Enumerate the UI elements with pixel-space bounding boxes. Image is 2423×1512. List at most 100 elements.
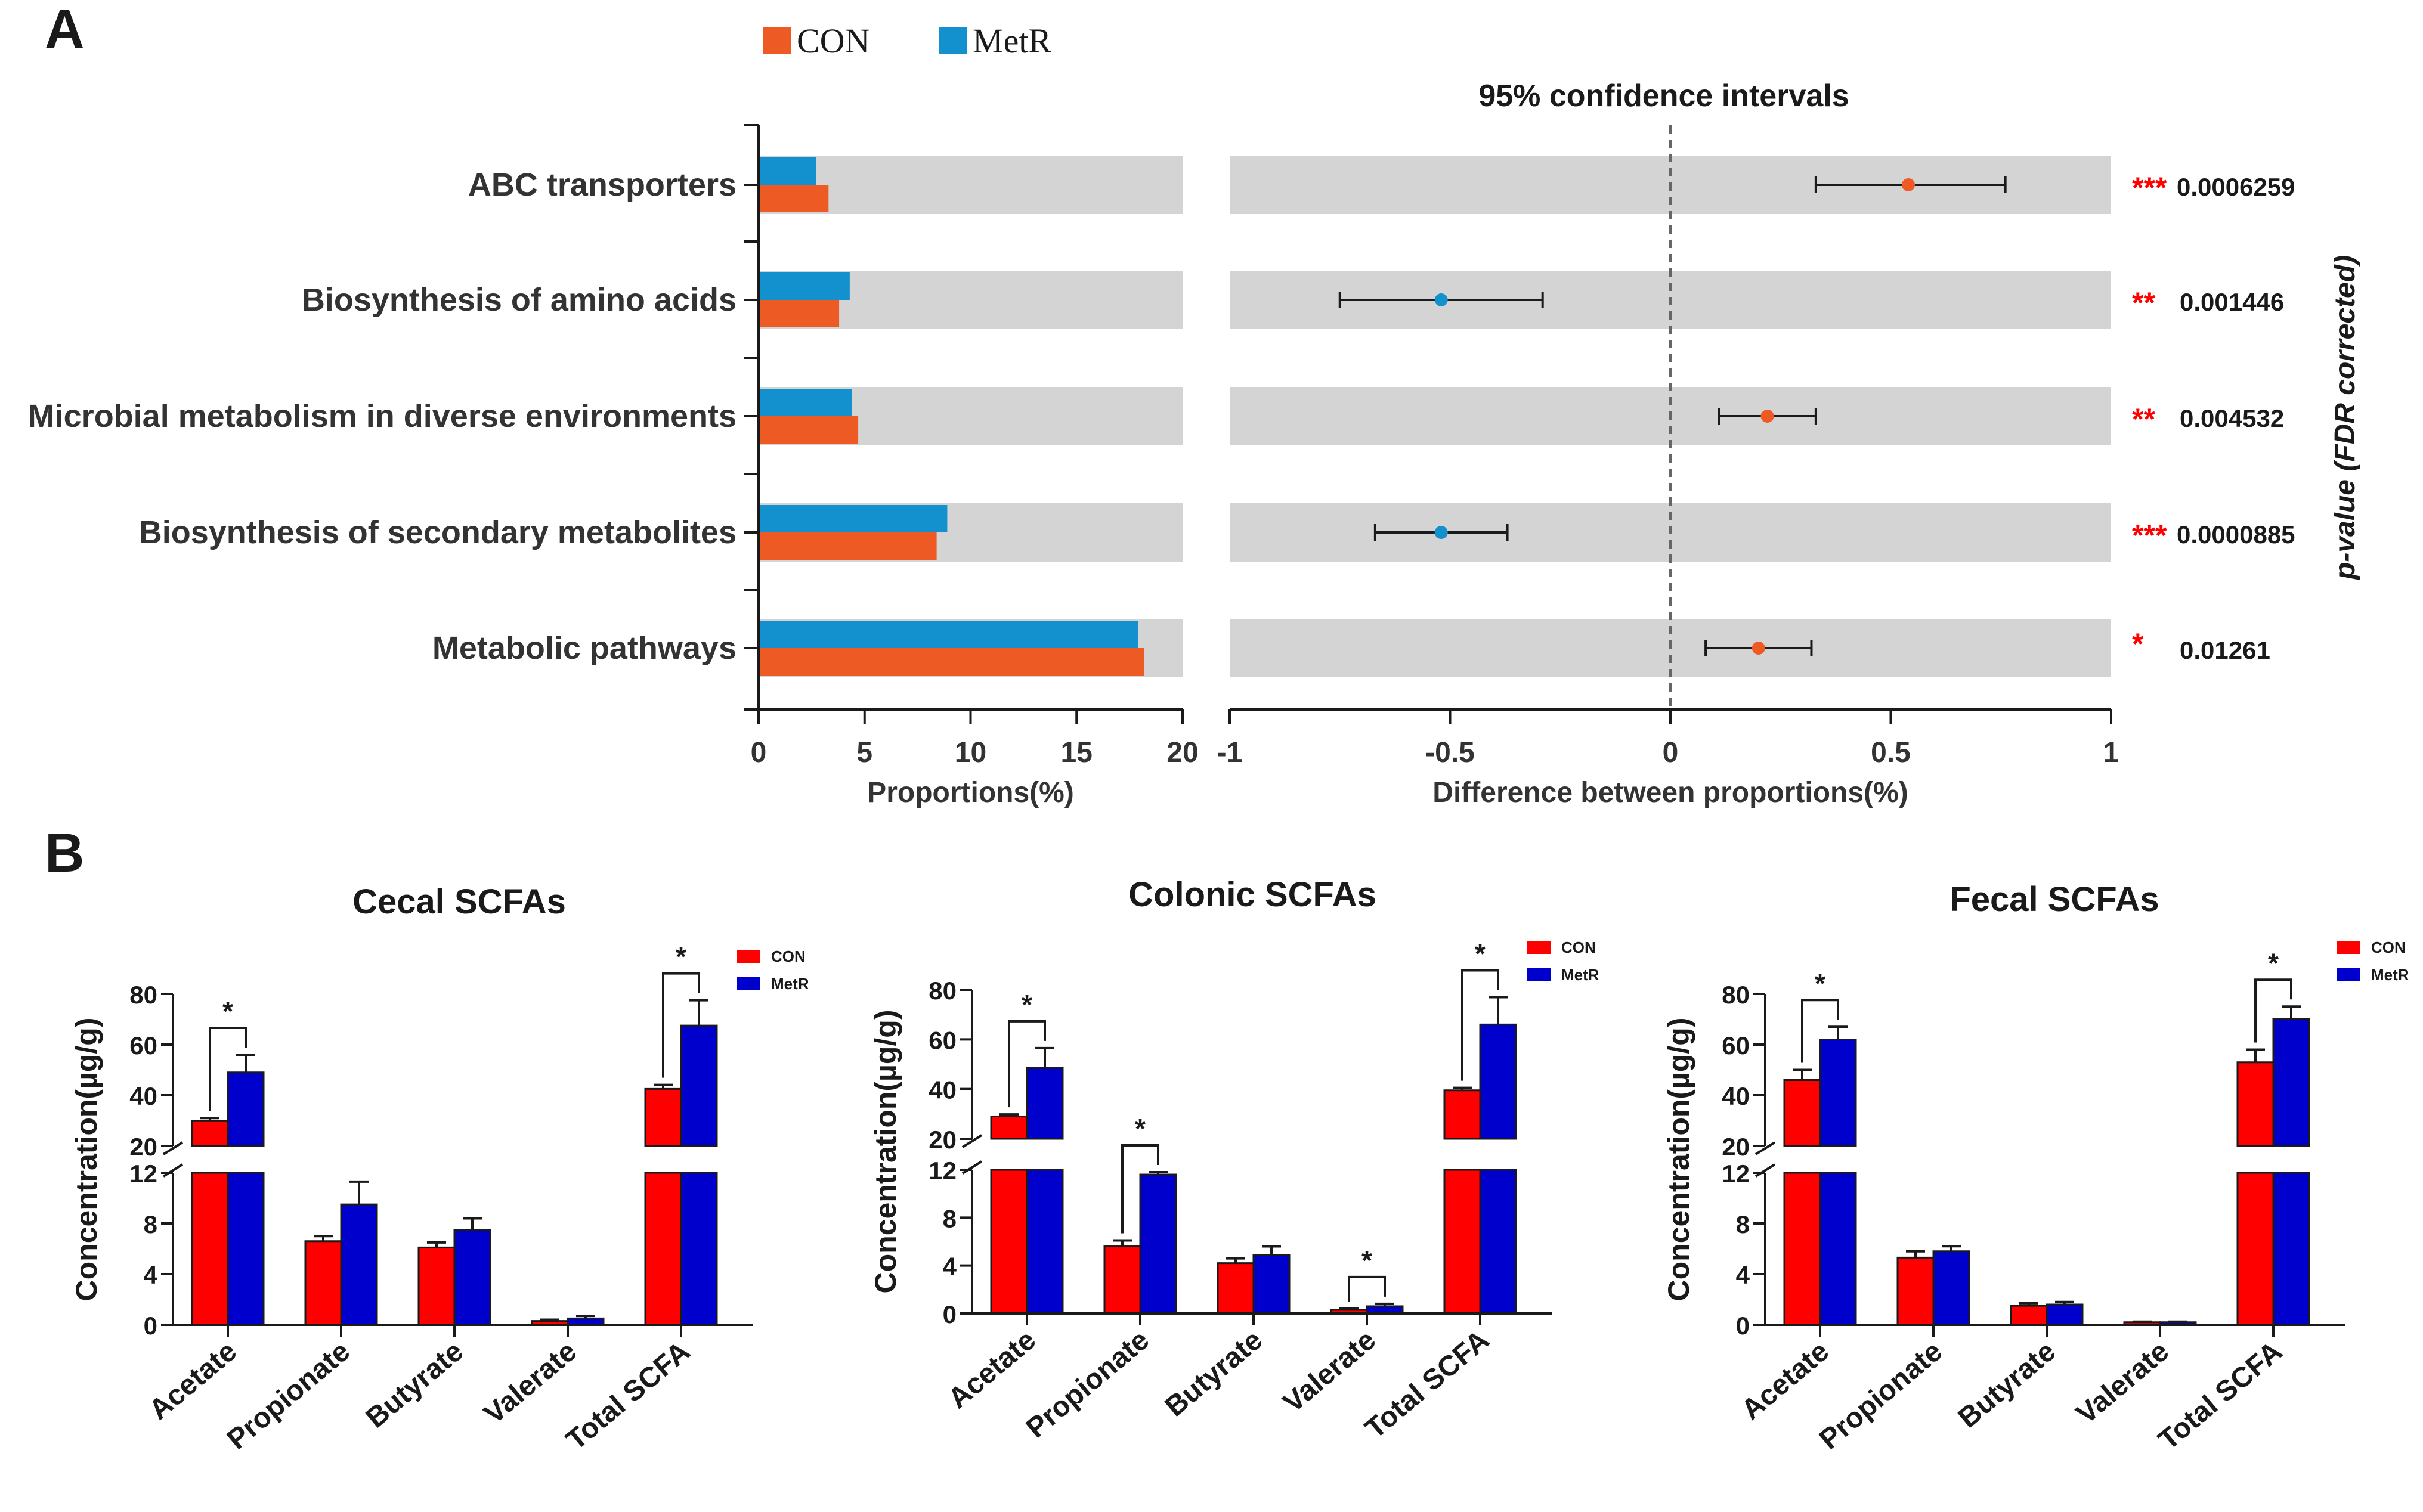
scfa-category-label-acetate: Acetate	[143, 1336, 243, 1426]
category-label-abc-transporters: ABC transporters	[468, 167, 737, 203]
scfa-y-tick-label: 4	[943, 1253, 957, 1281]
con-bar-propionate	[1103, 1245, 1141, 1315]
pvalue-text: 0.0000885	[2177, 520, 2295, 549]
con-bar-acetate-lower	[1783, 1172, 1821, 1326]
con-bar-total-scfa-upper	[1443, 1089, 1481, 1140]
scfa-legend-label-metr: MetR	[771, 975, 809, 993]
legend-swatch-con	[763, 27, 791, 54]
pvalue-text: 0.004532	[2180, 404, 2284, 432]
scfa-y-tick-label: 60	[1722, 1031, 1750, 1059]
con-bar-total-scfa-lower	[1443, 1169, 1481, 1315]
metr-bar-total-scfa-upper	[2272, 1018, 2310, 1147]
scfa-y-tick-label: 0	[1736, 1312, 1750, 1340]
metr-bar-acetate-lower	[1819, 1172, 1857, 1326]
proportions-x-tick-label: 0	[751, 737, 767, 769]
con-bar-total-scfa-upper	[2236, 1061, 2275, 1147]
panel-a-legend: CON MetR	[763, 21, 1051, 60]
proportions-x-tick-label: 20	[1166, 737, 1198, 769]
con-bar-propionate	[1896, 1256, 1935, 1326]
metr-bar-butyrate	[453, 1229, 491, 1326]
scfa-y-tick-label: 60	[129, 1031, 157, 1059]
scfa-y-tick-label: 80	[129, 981, 157, 1009]
scfa-y-tick-label: 12	[1722, 1160, 1750, 1188]
metr-bar-propionate	[1932, 1250, 1970, 1326]
con-bar-acetate-lower	[990, 1169, 1028, 1315]
metr-proportion-bar-microbial-metabolism-in-diverse-environments	[760, 389, 852, 416]
significance-bracket-total-scfa	[1461, 969, 1499, 1081]
con-proportion-bar-microbial-metabolism-in-diverse-environments	[760, 416, 859, 444]
scfa-y-tick-label: 12	[129, 1160, 157, 1188]
scfa-category-label-total-scfa: Total SCFA	[1360, 1324, 1495, 1445]
significance-star: *	[222, 996, 233, 1027]
difference-ci-chart: *** 0.0006259 ** 0.001446 ** 0.004532 *** 0.000…	[1217, 125, 2295, 808]
axis-break-mark	[961, 1160, 983, 1175]
ci-x-tick-label: -1	[1217, 737, 1243, 769]
metr-bar-total-scfa-lower	[2272, 1172, 2310, 1326]
axis-break-mark	[961, 1134, 983, 1148]
ci-x-tick-label: 1	[2103, 737, 2119, 769]
metr-bar-acetate-upper	[1819, 1039, 1857, 1147]
scfa-y-tick-label: 4	[144, 1261, 158, 1289]
con-bar-total-scfa-lower	[644, 1172, 682, 1326]
significance-star: *	[2268, 947, 2279, 978]
scfa-category-label-propionate: Propionate	[221, 1336, 356, 1456]
pvalue-text: 0.001446	[2180, 288, 2284, 316]
con-proportion-bar-metabolic-pathways	[760, 648, 1145, 676]
legend-swatch-metr	[939, 27, 967, 54]
con-bar-acetate-lower	[191, 1172, 229, 1326]
axis-break-mark	[1754, 1163, 1776, 1178]
scfa-legend-label-metr: MetR	[2371, 966, 2409, 984]
metr-proportion-bar-biosynthesis-of-amino-acids	[760, 272, 850, 300]
scfa-category-label-butyrate: Butyrate	[1952, 1336, 2062, 1434]
significance-bracket-total-scfa	[662, 972, 700, 1078]
metr-proportion-bar-metabolic-pathways	[760, 621, 1138, 648]
scfa-category-label-valerate: Valerate	[478, 1336, 583, 1430]
ci-point-biosynthesis-of-amino-acids	[1434, 293, 1448, 306]
scfa-legend-label-con: CON	[2371, 938, 2406, 956]
scfa-category-label-propionate: Propionate	[1020, 1324, 1155, 1445]
significance-stars: ***	[2132, 519, 2167, 552]
con-bar-total-scfa-upper	[644, 1087, 682, 1147]
ci-x-tick-label: 0.5	[1871, 737, 1911, 769]
significance-bracket-acetate	[1801, 999, 1839, 1063]
scfa-category-label-total-scfa: Total SCFA	[561, 1336, 696, 1457]
scfa-y-tick-label: 8	[144, 1210, 157, 1238]
con-bar-acetate-upper	[990, 1116, 1028, 1140]
scfa-legend-swatch-con	[1527, 941, 1551, 954]
scfa-y-tick-label: 40	[1722, 1082, 1750, 1110]
significance-stars: **	[2132, 286, 2155, 320]
ci-title: 95% confidence intervals	[1478, 79, 1849, 113]
ci-point-metabolic-pathways	[1752, 642, 1765, 655]
metr-bar-acetate-lower	[227, 1172, 265, 1326]
significance-star: *	[676, 941, 686, 972]
scfa-y-tick-label: 12	[929, 1157, 957, 1185]
pvalue-text: 0.0006259	[2177, 173, 2295, 201]
scfa-category-label-acetate: Acetate	[942, 1324, 1042, 1415]
con-proportion-bar-biosynthesis-of-amino-acids	[760, 300, 840, 327]
category-label-biosynthesis-of-secondary-metabolites: Biosynthesis of secondary metabolites	[139, 515, 737, 550]
scfa-y-tick-label: 40	[129, 1082, 157, 1110]
scfa-category-label-valerate: Valerate	[1277, 1324, 1382, 1419]
scfa-y-tick-label: 0	[943, 1300, 957, 1328]
scfa-legend-label-metr: MetR	[1561, 966, 1599, 984]
scfa-legend-label-con: CON	[771, 947, 806, 965]
axis-break-mark	[1754, 1141, 1776, 1155]
panel-b-label: B	[45, 823, 84, 884]
ci-point-microbial-metabolism-in-diverse-environments	[1760, 410, 1774, 423]
scfa-category-label-valerate: Valerate	[2071, 1336, 2175, 1430]
significance-stars: ***	[2132, 171, 2167, 205]
con-bar-total-scfa-lower	[2236, 1172, 2275, 1326]
scfa-y-tick-label: 20	[129, 1133, 157, 1161]
scfa-y-tick-label: 40	[929, 1076, 957, 1104]
significance-bracket-acetate	[1008, 1020, 1046, 1108]
metr-bar-total-scfa-lower	[1479, 1169, 1517, 1315]
scfa-legend-swatch-con	[737, 950, 760, 963]
scfa-y-axis-label: Concentration(µg/g)	[70, 1018, 103, 1302]
metr-bar-butyrate	[1252, 1254, 1291, 1315]
panel-a-label: A	[45, 0, 84, 60]
scfa-y-tick-label: 8	[1736, 1210, 1750, 1238]
significance-star: *	[1475, 938, 1486, 969]
